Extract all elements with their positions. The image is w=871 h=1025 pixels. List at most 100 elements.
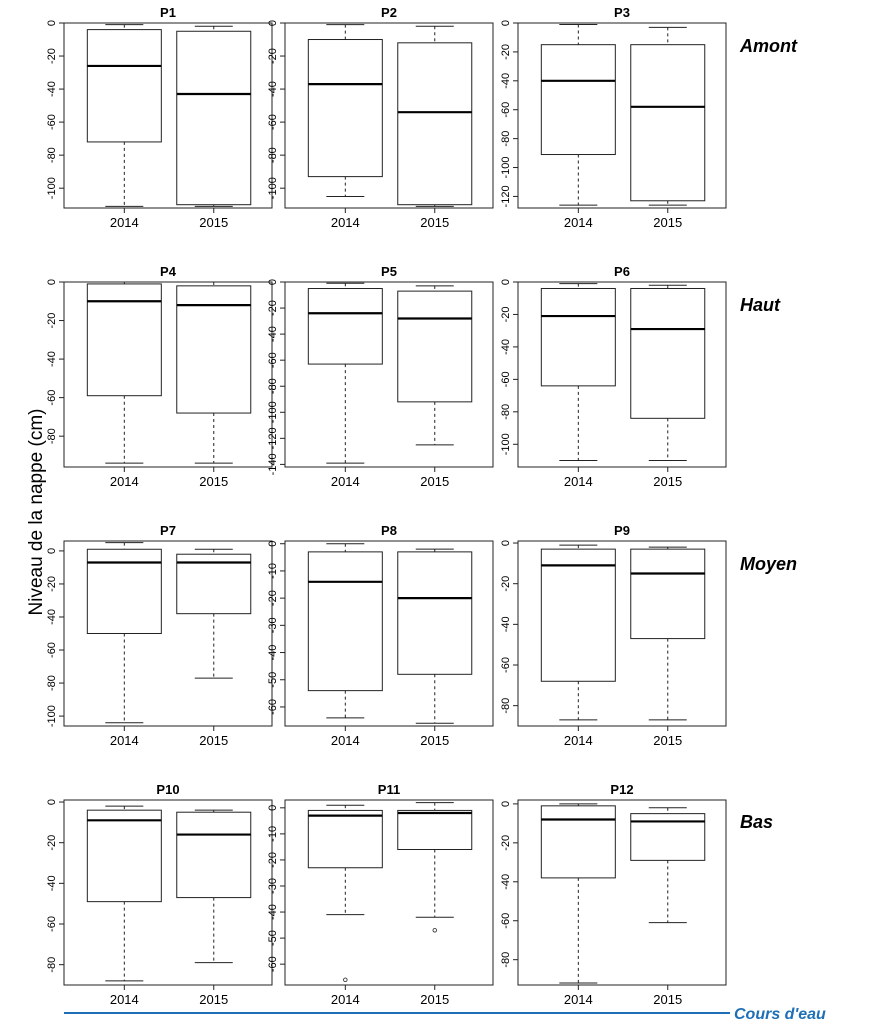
panel-grid: P10 -20 -40 -60 -80 -10 0 2014 2015 P2 0 -20 -40 -60 -… [46, 5, 727, 1007]
panel-p6: P6 0 -20 -40 -60 -80 -100 2014 2015 [500, 264, 727, 489]
iqr-box [397, 551, 473, 675]
y-tick-label: -20 [267, 852, 279, 868]
box-p9-2014 [540, 544, 616, 721]
y-tick-label: -40 [500, 339, 512, 355]
iqr-box [540, 287, 616, 387]
iqr-box [397, 42, 473, 206]
panel-p1: P1 0 -20 -40 -60 -80 -100 2014 2015 [46, 5, 273, 230]
y-tick-label: -20 [500, 307, 512, 323]
y-tick-label: -10 [267, 563, 279, 579]
y-tick-label: -80 [46, 675, 58, 691]
y-tick-label: -20 [46, 835, 58, 851]
panel-title: P8 [381, 523, 397, 538]
panel-p3: P3 0 -20 -40 -60 -80 -100 -120 2014 2015 [500, 5, 727, 230]
iqr-box [176, 811, 252, 899]
row-label-bas: Bas [740, 812, 773, 832]
y-tick-label: -80 [46, 957, 58, 973]
box-p1-2015 [176, 25, 252, 207]
y-tick-label: -60 [46, 114, 58, 130]
box-p2-2014 [307, 24, 383, 197]
y-tick-label: -60 [267, 352, 279, 368]
iqr-box [540, 548, 616, 682]
plot-frame [63, 799, 273, 986]
box-p9-2015 [630, 546, 706, 721]
x-tick-label: 2014 [564, 215, 593, 230]
y-tick-label: 0 [46, 20, 58, 26]
panel-p2: P2 0 -20 -40 -60 -80 -100 2014 2015 [267, 5, 494, 230]
y-tick-label: 0 [500, 20, 512, 26]
iqr-box [540, 805, 616, 879]
iqr-box [397, 809, 473, 851]
x-tick-label: 2015 [199, 992, 228, 1007]
box-p3-2014 [540, 23, 616, 206]
y-tick-label: 0 [267, 805, 279, 811]
box-p2-2015 [397, 25, 473, 207]
y-tick-label: -60 [267, 114, 279, 130]
y-tick-label: -40 [267, 81, 279, 97]
iqr-box [397, 290, 473, 403]
iqr-box [307, 39, 383, 178]
y-tick-label: -60 [500, 371, 512, 387]
x-tick-label: 2015 [199, 474, 228, 489]
x-tick-label: 2015 [653, 733, 682, 748]
plot-frame [284, 281, 494, 468]
y-tick-label: -40 [267, 326, 279, 342]
x-tick-label: 2014 [564, 992, 593, 1007]
y-tick-label: 0 [267, 279, 279, 285]
row-label-amont: Amont [739, 36, 798, 56]
panel-title: P2 [381, 5, 397, 20]
panel-title: P10 [156, 782, 179, 797]
y-tick-label: -140 [267, 453, 279, 475]
y-tick-label: -20 [500, 835, 512, 851]
y-tick-label: -20 [500, 44, 512, 60]
y-tick-label: -40 [46, 81, 58, 97]
outlier-point [343, 977, 348, 982]
y-tick-label: -40 [500, 73, 512, 89]
iqr-box [86, 809, 162, 903]
x-tick-label: 2015 [653, 215, 682, 230]
y-tick-label: -120 [267, 427, 279, 449]
plot-frame [517, 281, 727, 468]
panel-p5: P5 0 -20 -40 -60 -80 -100 -120 -140 2014 2015 [267, 264, 494, 489]
iqr-box [176, 285, 252, 414]
box-p12-2014 [540, 803, 616, 984]
panel-p7: P7 0 -20 -40 -60 -80 -100 2014 2015 [46, 523, 273, 748]
y-tick-label: -40 [500, 874, 512, 890]
panel-title: P12 [610, 782, 633, 797]
box-p7-2014 [86, 542, 162, 724]
box-p11-2015 [397, 802, 473, 933]
iqr-box [176, 30, 252, 206]
box-p8-2015 [397, 548, 473, 724]
y-tick-label: -60 [267, 956, 279, 972]
y-tick-label: -40 [267, 645, 279, 661]
y-tick-label: -20 [46, 313, 58, 329]
y-tick-label: -20 [46, 48, 58, 64]
river-label: Cours d'eau [734, 1006, 826, 1023]
iqr-box [307, 288, 383, 365]
y-tick-label: -50 [267, 672, 279, 688]
y-tick-label: -60 [46, 642, 58, 658]
plot-frame [284, 22, 494, 209]
y-tick-label: -60 [267, 699, 279, 715]
outlier-point [432, 928, 437, 933]
x-tick-label: 2015 [420, 474, 449, 489]
box-p11-2014 [307, 804, 383, 982]
x-tick-label: 2014 [331, 215, 360, 230]
panel-title: P11 [378, 782, 400, 797]
y-tick-label: -80 [46, 147, 58, 163]
row-label-moyen: Moyen [740, 554, 797, 574]
y-tick-label: -80 [500, 698, 512, 714]
y-tick-label: -40 [500, 616, 512, 632]
iqr-box [86, 29, 162, 143]
plot-frame [63, 281, 273, 468]
iqr-box [307, 551, 383, 692]
box-p8-2014 [307, 543, 383, 719]
y-tick-label: -40 [46, 875, 58, 891]
y-tick-label: -30 [267, 617, 279, 633]
panel-p8: P8 0 -10 -20 -30 -40 -50 -60 2014 2015 [267, 523, 494, 748]
box-p4-2014 [86, 281, 162, 464]
panel-title: P4 [160, 264, 177, 279]
y-tick-label: -80 [267, 378, 279, 394]
y-tick-label: 0 [267, 20, 279, 26]
x-tick-label: 2014 [110, 992, 139, 1007]
